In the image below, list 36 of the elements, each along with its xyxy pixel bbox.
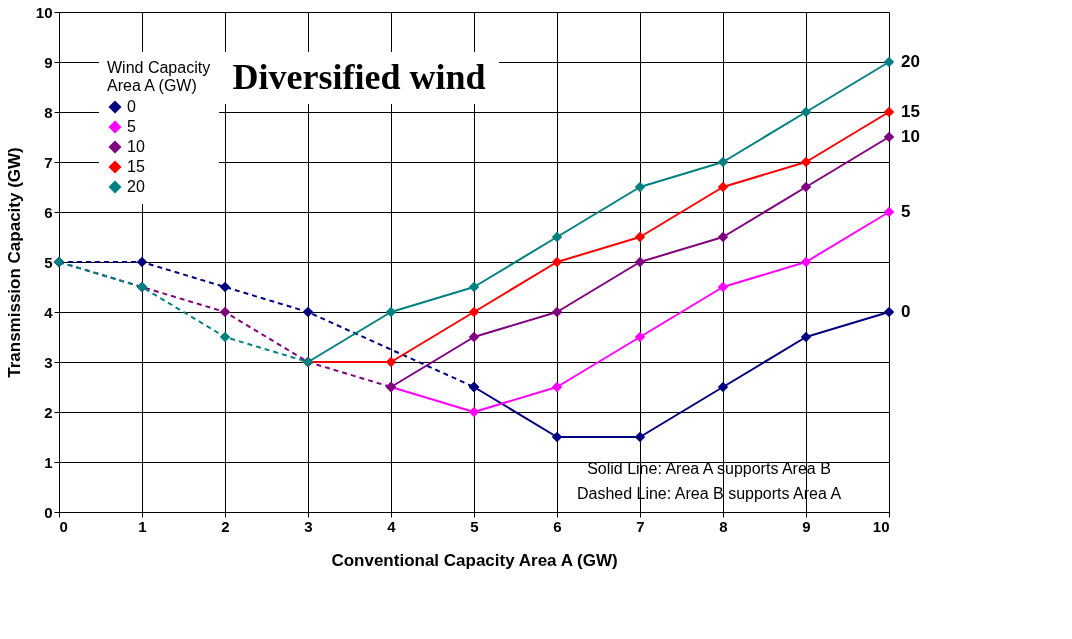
x-tick-label: 5 bbox=[470, 517, 479, 535]
legend-label: 10 bbox=[127, 138, 145, 155]
text: 5 bbox=[901, 202, 911, 221]
x-tick-label: 7 bbox=[636, 517, 645, 535]
y-tick-label: 4 bbox=[44, 303, 54, 321]
text: 0 bbox=[901, 302, 911, 321]
y-tick-label: 2 bbox=[44, 403, 53, 421]
x-tick-label: 6 bbox=[553, 517, 562, 535]
legend-label: 0 bbox=[127, 98, 136, 115]
legend-label: 5 bbox=[127, 118, 136, 135]
y-tick-label: 8 bbox=[44, 103, 53, 121]
text: 15 bbox=[901, 102, 920, 121]
y-tick-label: 0 bbox=[44, 503, 53, 521]
x-tick-label: 3 bbox=[304, 517, 313, 535]
y-tick-label: 1 bbox=[44, 453, 53, 471]
legend-label: 15 bbox=[127, 158, 145, 175]
y-axis-title: Transmission Capacity (GW) bbox=[4, 147, 24, 378]
y-tick-label: 5 bbox=[44, 253, 53, 271]
text: 20 bbox=[901, 52, 920, 71]
x-tick-label: 0 bbox=[59, 517, 68, 535]
y-tick-label: 6 bbox=[44, 203, 53, 221]
y-tick-label: 10 bbox=[35, 3, 53, 21]
y-tick-label: 9 bbox=[44, 53, 53, 71]
y-tick-label: 7 bbox=[44, 153, 53, 171]
text: 10 bbox=[901, 127, 920, 146]
y-tick-label: 3 bbox=[44, 353, 53, 371]
legend-label: 20 bbox=[127, 178, 145, 195]
x-tick-label: 1 bbox=[138, 517, 147, 535]
x-tick-label: 8 bbox=[719, 517, 728, 535]
x-tick-label: 10 bbox=[872, 517, 890, 535]
x-axis-title: Conventional Capacity Area A (GW) bbox=[331, 550, 618, 570]
legend-title: Wind Capacity Area A (GW) bbox=[107, 59, 211, 94]
x-tick-label: 2 bbox=[221, 517, 230, 535]
text: Diversified wind bbox=[232, 57, 486, 97]
x-tick-label: 4 bbox=[387, 517, 397, 535]
x-tick-label: 9 bbox=[802, 517, 811, 535]
